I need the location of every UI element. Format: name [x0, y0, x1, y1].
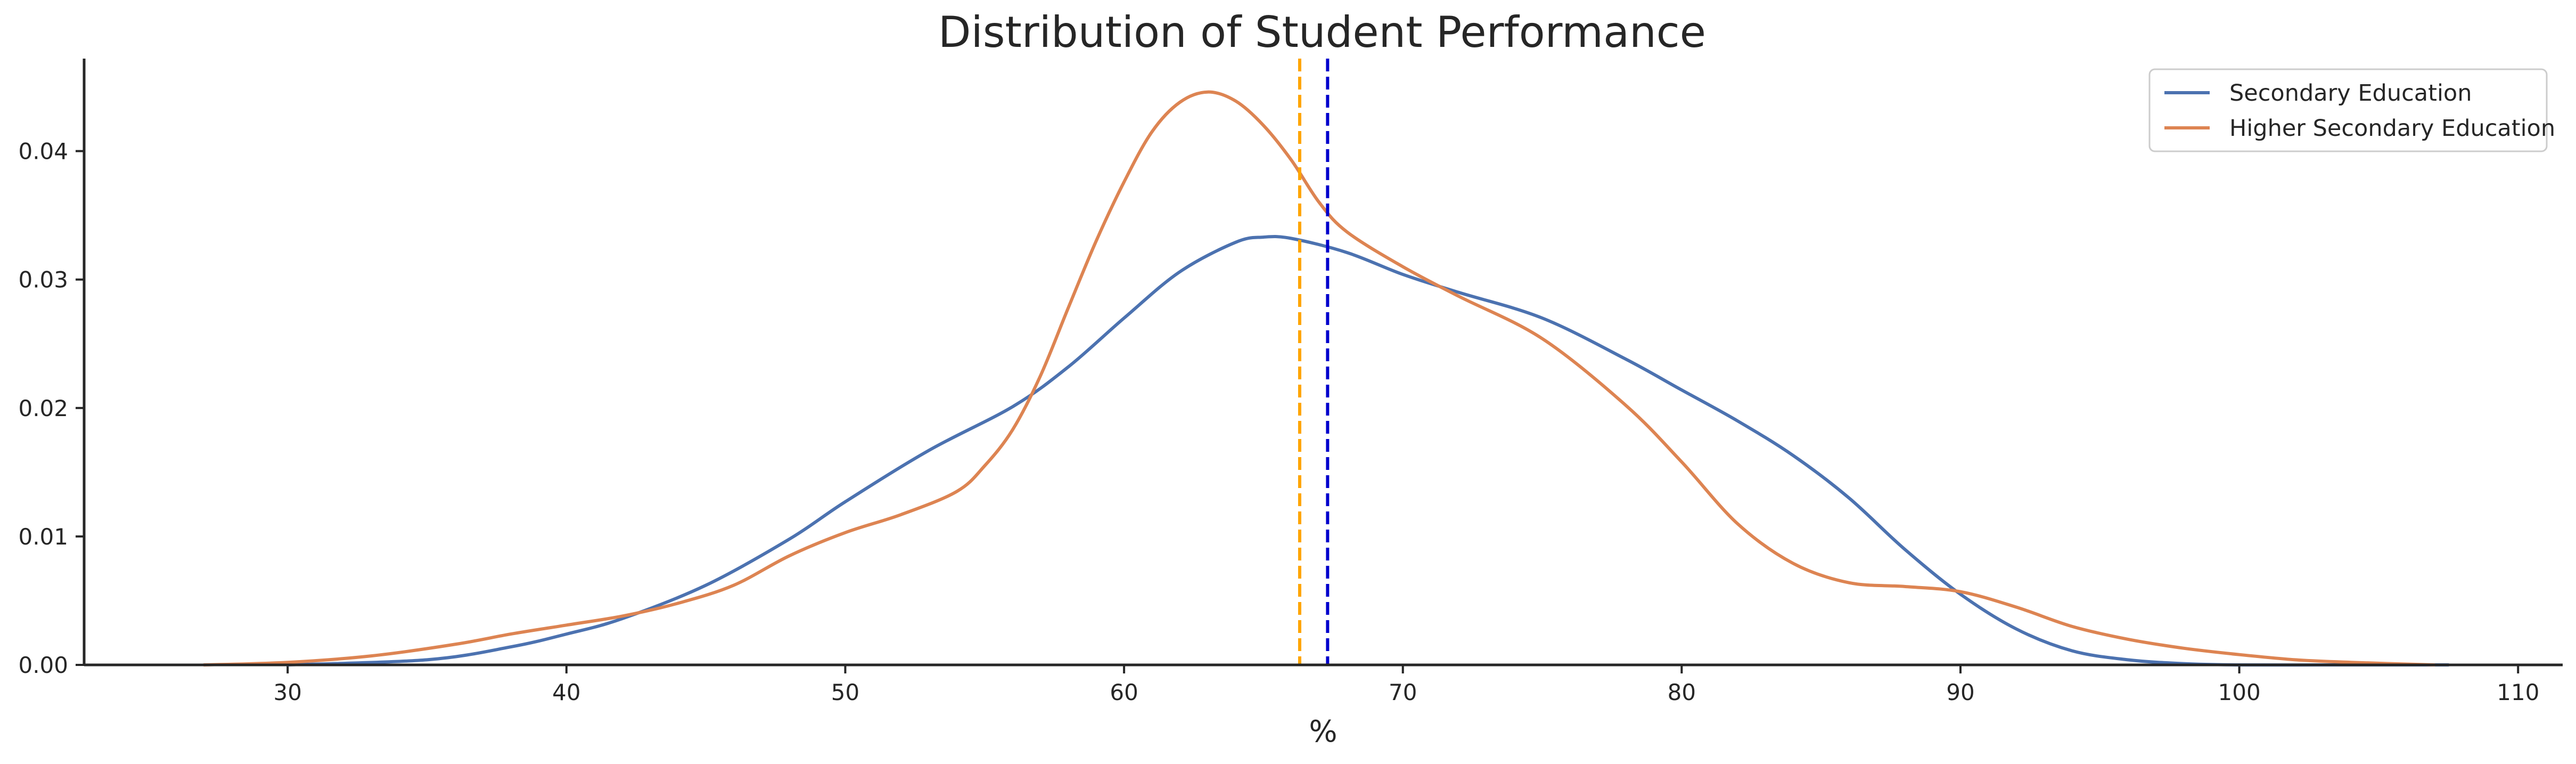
legend-box	[2148, 68, 2548, 152]
y-tick-label: 0.04	[18, 139, 68, 165]
x-tick-label: 100	[2218, 679, 2261, 705]
legend: Secondary Education Higher Secondary Edu…	[2148, 68, 2555, 152]
x-tick-label: 110	[2497, 679, 2539, 705]
plot-lines	[202, 90, 2450, 667]
x-ticks: 30 40 50 60 70 80 90 100 110	[274, 665, 2539, 705]
chart-title: Distribution of Student Performance	[938, 7, 1706, 57]
y-tick-label: 0.03	[18, 267, 68, 293]
series-line-secondary	[286, 235, 2450, 667]
x-tick-label: 90	[1946, 679, 1974, 705]
legend-label-higher-secondary: Higher Secondary Education	[2229, 115, 2555, 142]
y-ticks: 0.00 0.01 0.02 0.03 0.04	[18, 139, 84, 678]
x-tick-label: 50	[831, 679, 859, 705]
x-tick-label: 40	[552, 679, 580, 705]
series-line-higher-secondary	[202, 90, 2436, 667]
legend-label-secondary: Secondary Education	[2229, 80, 2472, 107]
x-tick-label: 30	[274, 679, 302, 705]
y-tick-label: 0.00	[18, 652, 68, 678]
y-tick-label: 0.01	[18, 524, 68, 550]
x-tick-label: 60	[1110, 679, 1138, 705]
y-tick-label: 0.02	[18, 395, 68, 421]
x-tick-label: 70	[1389, 679, 1417, 705]
x-axis-label: %	[1309, 714, 1337, 749]
mean-lines	[1298, 59, 1330, 665]
x-tick-label: 80	[1668, 679, 1696, 705]
